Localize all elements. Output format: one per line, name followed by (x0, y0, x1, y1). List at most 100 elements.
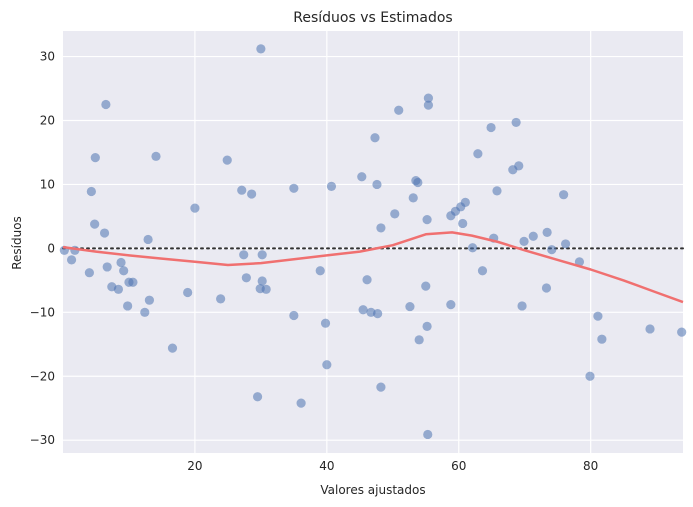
data-point (362, 275, 372, 285)
smooth-curve-group (62, 231, 684, 304)
data-point (237, 185, 247, 195)
plot-area (63, 31, 683, 453)
data-point (128, 277, 138, 287)
data-point (86, 186, 96, 197)
y-tick-label: −20 (30, 369, 55, 383)
data-point (358, 305, 368, 315)
data-point (473, 149, 483, 159)
data-point (413, 177, 423, 188)
data-point (585, 371, 595, 381)
data-point (140, 307, 150, 317)
data-point (405, 301, 415, 312)
data-point (261, 284, 271, 294)
data-point (467, 243, 478, 253)
data-point (151, 151, 161, 161)
data-point (486, 122, 496, 133)
data-point (423, 93, 434, 103)
data-point (446, 300, 456, 310)
y-tick-label: −30 (30, 433, 55, 447)
data-point (315, 266, 325, 276)
data-point (370, 133, 380, 143)
data-point (101, 99, 111, 110)
data-point (593, 311, 603, 321)
data-point (90, 153, 100, 163)
data-point (394, 105, 404, 115)
data-point (477, 266, 488, 276)
data-point (257, 276, 267, 286)
data-point (102, 262, 112, 272)
y-tick-label: 30 (40, 50, 55, 64)
data-point (190, 203, 200, 213)
data-point (239, 250, 249, 260)
data-point (390, 209, 400, 219)
data-point (216, 294, 226, 304)
data-point (123, 301, 133, 311)
data-point (421, 281, 431, 291)
data-point (66, 255, 77, 265)
y-tick-label: 10 (40, 177, 55, 191)
data-point (414, 335, 424, 345)
data-point (247, 189, 257, 199)
data-point (143, 234, 153, 245)
data-point (547, 245, 557, 255)
data-point (167, 343, 178, 353)
data-point (458, 218, 468, 229)
data-point (422, 215, 432, 225)
data-point (408, 193, 418, 203)
data-point (574, 257, 585, 267)
data-point (597, 334, 607, 344)
data-point (99, 228, 110, 238)
x-tick-label: 60 (451, 459, 466, 473)
data-point (296, 398, 306, 408)
x-tick-labels: 20 40 60 80 (187, 459, 598, 473)
data-point (492, 186, 502, 196)
data-point (257, 250, 267, 260)
data-point (320, 318, 331, 328)
data-point (326, 181, 337, 191)
data-point (541, 283, 552, 293)
y-axis-label: Resíduos (10, 216, 24, 270)
y-tick-labels: −30 −20 −10 0 10 20 30 (30, 50, 55, 448)
data-point (423, 100, 434, 110)
data-point (241, 273, 251, 283)
data-point (422, 321, 432, 331)
data-point (84, 268, 94, 278)
data-point (376, 223, 386, 233)
data-point (116, 257, 126, 268)
data-point (256, 44, 266, 54)
data-point (144, 295, 155, 305)
data-point (376, 382, 386, 392)
data-point (542, 227, 552, 238)
data-point (677, 327, 687, 337)
data-point (511, 117, 521, 128)
smooth-trend-line (62, 231, 684, 304)
data-point (517, 301, 527, 311)
data-point (289, 183, 299, 193)
data-point (322, 360, 332, 370)
data-point (645, 324, 655, 334)
x-tick-label: 80 (583, 459, 598, 473)
x-tick-label: 20 (187, 459, 202, 473)
data-point (113, 284, 124, 294)
data-point (519, 236, 529, 246)
data-point (90, 219, 100, 229)
x-axis-label: Valores ajustados (320, 483, 425, 497)
data-point (222, 155, 232, 165)
y-tick-label: −10 (30, 305, 55, 319)
data-point (460, 197, 470, 207)
data-point (559, 190, 569, 200)
x-tick-label: 40 (319, 459, 334, 473)
data-point (423, 429, 433, 440)
data-point (514, 161, 524, 171)
data-point (119, 266, 129, 276)
data-point (289, 310, 299, 321)
data-point (528, 231, 538, 241)
data-point (183, 287, 193, 298)
y-tick-label: 0 (47, 241, 55, 255)
data-point (373, 309, 383, 319)
y-tick-label: 20 (40, 114, 55, 128)
data-point (252, 392, 263, 402)
data-point (372, 179, 382, 190)
data-point (560, 239, 571, 249)
